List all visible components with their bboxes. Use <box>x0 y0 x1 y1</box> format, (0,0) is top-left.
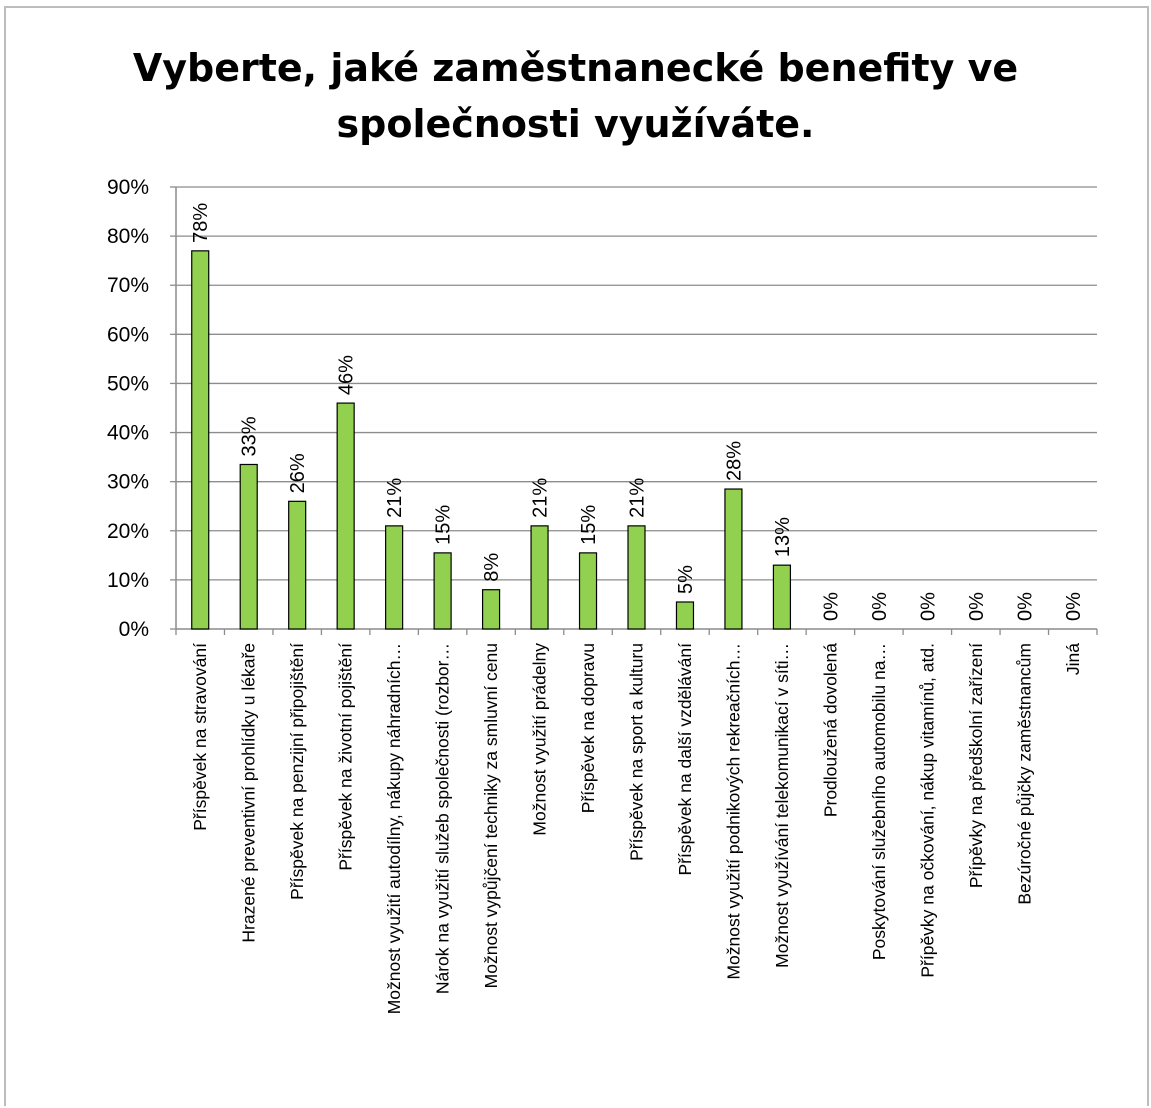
data-label: 28% <box>723 441 745 481</box>
y-tick-label: 60% <box>107 323 149 346</box>
bar <box>530 525 549 630</box>
data-label: 21% <box>384 478 406 518</box>
y-tick-label: 40% <box>107 422 149 445</box>
data-label: 46% <box>336 355 358 395</box>
category-label: Přípěvky na předškolní zařízení <box>966 643 986 888</box>
data-label: 13% <box>772 517 794 557</box>
chart-frame <box>4 6 1149 1106</box>
category-label: Možnost využívání telekomunikací v síti… <box>772 643 792 968</box>
bar <box>724 488 743 630</box>
y-tick-label: 30% <box>107 471 149 494</box>
data-label: 21% <box>627 478 649 518</box>
y-tick-label: 80% <box>107 225 149 248</box>
data-label: 21% <box>530 478 552 518</box>
data-label: 26% <box>287 453 309 493</box>
bar <box>481 589 501 630</box>
data-label: 33% <box>239 416 261 456</box>
y-tick-label: 50% <box>107 372 149 395</box>
data-label: 8% <box>481 553 503 582</box>
chart-title-line-1: Vyberte, jaké zaměstnanecké benefity ve <box>132 46 1019 90</box>
bar <box>578 552 598 630</box>
bar <box>385 525 404 630</box>
data-label: 78% <box>190 203 212 243</box>
chart-title: Vyberte, jaké zaměstnanecké benefity ve … <box>0 40 1151 152</box>
category-label: Možnost využití prádelny <box>530 643 550 836</box>
bar <box>288 500 307 630</box>
category-label: Jiná <box>1063 643 1083 675</box>
category-label: Příspěvek na penzijní připojištění <box>287 643 307 900</box>
category-label: Bezúročné půjčky zaměstnancům <box>1014 643 1034 905</box>
data-label: 0% <box>966 592 988 621</box>
data-label: 0% <box>820 592 842 621</box>
category-label: Poskytování služebního automobilu na… <box>869 643 889 960</box>
category-label: Možnost vypůjčení techniky za smluvní ce… <box>481 643 501 988</box>
category-label: Hrazené preventivní prohlídky u lékaře <box>239 643 259 943</box>
category-label: Možnost využití podnikových rekreačních… <box>723 643 743 980</box>
y-tick-label: 10% <box>107 569 149 592</box>
data-label: 15% <box>578 505 600 545</box>
category-label: Příspěvek na další vzdělávání <box>675 643 695 876</box>
data-label: 0% <box>869 592 891 621</box>
bar <box>191 250 210 630</box>
y-tick-label: 90% <box>107 176 149 199</box>
bar <box>336 402 355 630</box>
category-label: Prodloužená dovolená <box>820 643 840 817</box>
category-label: Přípěvky na očkování, nákup vitamínů, at… <box>917 643 937 978</box>
category-label: Příspěvek na dopravu <box>578 643 598 813</box>
category-label: Nárok na využití služeb společnosti (roz… <box>433 643 453 994</box>
data-label: 0% <box>1063 592 1085 621</box>
bar <box>433 552 452 630</box>
chart-title-line-2: společnosti využíváte. <box>336 102 815 146</box>
category-label: Příspěvek na životní pojištění <box>336 643 356 871</box>
category-label: Příspěvek na sport a kulturu <box>627 643 647 861</box>
y-tick-label: 20% <box>107 520 149 543</box>
data-label: 0% <box>917 592 939 621</box>
bar <box>675 601 695 630</box>
data-label: 5% <box>675 565 697 594</box>
data-label: 0% <box>1014 592 1036 621</box>
y-tick-label: 0% <box>119 618 149 641</box>
y-tick-label: 70% <box>107 274 149 297</box>
category-label: Možnost využití autodílny, nákupy náhrad… <box>384 643 404 1014</box>
bar <box>772 564 792 630</box>
category-label: Příspěvek na stravování <box>190 643 210 831</box>
bar <box>239 463 258 630</box>
bar <box>627 525 646 630</box>
data-label: 15% <box>433 505 455 545</box>
